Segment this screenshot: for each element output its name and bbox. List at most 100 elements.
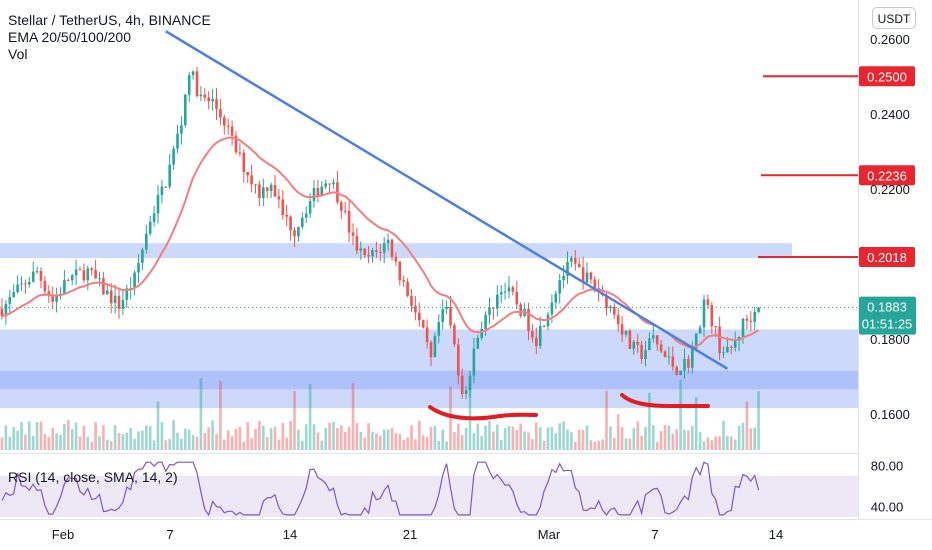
candle-body bbox=[628, 330, 632, 349]
candle-body bbox=[113, 295, 117, 304]
candle-body bbox=[359, 248, 363, 251]
candle-body bbox=[593, 279, 597, 289]
x-tick-label: Mar bbox=[538, 527, 561, 542]
volume-bar bbox=[613, 437, 616, 450]
candle-body bbox=[694, 333, 698, 349]
volume-bar bbox=[176, 432, 179, 450]
candle-body bbox=[90, 268, 93, 271]
volume-bar bbox=[262, 425, 265, 450]
candle-body bbox=[398, 261, 402, 281]
candle-body bbox=[687, 358, 690, 368]
volume-bar bbox=[164, 440, 168, 450]
candle-body bbox=[211, 99, 214, 102]
volume-bar bbox=[394, 433, 398, 450]
x-tick-label: 14 bbox=[769, 527, 783, 542]
volume-bar bbox=[663, 425, 667, 450]
candle-body bbox=[554, 293, 558, 303]
volume-bar bbox=[234, 429, 238, 450]
candle-body bbox=[484, 314, 487, 329]
candle-body bbox=[242, 152, 246, 173]
y-tick-label: 0.2400 bbox=[870, 107, 910, 122]
candle-body bbox=[585, 272, 589, 283]
candle-body bbox=[659, 344, 663, 352]
volume-bar bbox=[753, 427, 756, 450]
candle-body bbox=[351, 232, 355, 236]
volume-bar bbox=[749, 428, 753, 450]
candle-body bbox=[753, 311, 756, 322]
candle-body bbox=[4, 303, 8, 317]
candle-body bbox=[343, 210, 347, 212]
symbol-title[interactable]: Stellar / TetherUS, 4h, BINANCE bbox=[8, 12, 211, 28]
volume-bar bbox=[496, 424, 499, 450]
rsi-indicator-label[interactable]: RSI (14, close, SMA, 14, 2) bbox=[8, 469, 178, 485]
volume-bar bbox=[121, 434, 125, 450]
volume-bar bbox=[605, 390, 608, 450]
volume-bar bbox=[706, 437, 710, 450]
volume-bar bbox=[698, 432, 702, 450]
volume-bar bbox=[172, 420, 175, 450]
volume-bar bbox=[238, 426, 242, 450]
volume-bar bbox=[141, 430, 144, 450]
candle-body bbox=[355, 235, 359, 251]
support-marker bbox=[620, 393, 710, 408]
candle-body bbox=[726, 346, 729, 353]
volume-bar bbox=[207, 427, 210, 450]
volume-bar bbox=[406, 437, 409, 450]
volume-bar bbox=[0, 437, 4, 450]
candle-body bbox=[472, 348, 476, 376]
volume-bar bbox=[702, 441, 706, 450]
volume-bar bbox=[464, 428, 468, 450]
volume-bar bbox=[219, 381, 222, 450]
candle-body bbox=[449, 306, 452, 326]
volume-bar bbox=[624, 438, 628, 450]
volume-bar bbox=[503, 428, 507, 450]
volume-bar bbox=[51, 428, 54, 450]
volume-bar bbox=[636, 421, 639, 450]
volume-bar bbox=[371, 431, 374, 450]
candle-body bbox=[304, 213, 308, 218]
candle-body bbox=[16, 284, 19, 293]
volume-bar bbox=[86, 436, 90, 450]
candle-body bbox=[418, 312, 421, 321]
level-label: 0.2500 bbox=[867, 69, 907, 84]
candle-body bbox=[320, 186, 324, 196]
ema-indicator-label[interactable]: EMA 20/50/100/200 bbox=[8, 29, 131, 45]
candle-body bbox=[195, 71, 199, 97]
candle-body bbox=[714, 326, 717, 328]
ema-line bbox=[1, 136, 760, 349]
candle-body bbox=[254, 184, 257, 186]
volume-bar bbox=[8, 436, 12, 450]
volume-bar bbox=[659, 431, 663, 450]
volume-bar bbox=[523, 431, 526, 450]
candle-body bbox=[246, 172, 249, 176]
candle-body bbox=[441, 309, 444, 323]
volume-indicator-label[interactable]: Vol bbox=[8, 46, 28, 62]
candle-body bbox=[733, 340, 737, 348]
candle-body bbox=[636, 341, 639, 345]
volume-bar bbox=[441, 429, 444, 450]
support-zone bbox=[0, 329, 858, 371]
candle-body bbox=[324, 183, 327, 187]
volume-bar bbox=[203, 433, 207, 450]
volume-bar bbox=[410, 425, 413, 450]
candle-body bbox=[8, 296, 12, 304]
volume-bar bbox=[250, 438, 253, 450]
volume-bar bbox=[655, 441, 659, 450]
volume-bar bbox=[39, 421, 43, 450]
currency-button[interactable]: USDT bbox=[872, 7, 916, 29]
candle-body bbox=[437, 322, 441, 336]
candle-body bbox=[223, 117, 226, 126]
volume-bar bbox=[340, 425, 343, 450]
volume-bar bbox=[12, 426, 15, 450]
volume-bar bbox=[437, 440, 441, 450]
candle-body bbox=[710, 305, 714, 327]
volume-bar bbox=[145, 425, 148, 450]
candle-body bbox=[316, 188, 320, 196]
volume-bar bbox=[519, 423, 522, 450]
volume-bar bbox=[375, 433, 378, 450]
volume-bar bbox=[402, 439, 405, 450]
volume-bar bbox=[199, 378, 203, 450]
volume-bar bbox=[675, 429, 678, 450]
candle-body bbox=[663, 351, 667, 358]
